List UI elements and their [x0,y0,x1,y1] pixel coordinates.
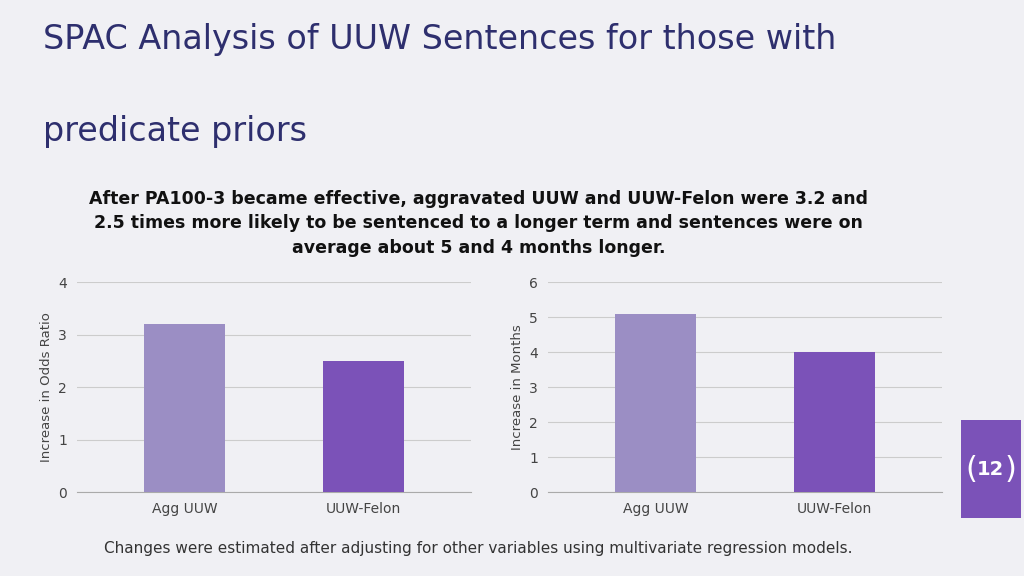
Bar [615,314,695,492]
FancyBboxPatch shape [961,420,1021,518]
Text: Changes were estimated after adjusting for other variables using multivariate re: Changes were estimated after adjusting f… [104,541,853,556]
Text: ): ) [1005,455,1016,484]
Y-axis label: Increase in Odds Ratio: Increase in Odds Ratio [40,312,52,463]
Bar [324,361,403,492]
Text: After PA100-3 became effective, aggravated UUW and UUW-Felon were 3.2 and
2.5 ti: After PA100-3 became effective, aggravat… [89,190,868,257]
Text: SPAC Analysis of UUW Sentences for those with: SPAC Analysis of UUW Sentences for those… [43,23,837,56]
Y-axis label: Increase in Months: Increase in Months [511,324,523,450]
Text: 12: 12 [977,460,1005,479]
Text: predicate priors: predicate priors [43,115,307,148]
Bar [144,324,224,492]
Bar [795,353,874,492]
Text: (: ( [966,455,977,484]
